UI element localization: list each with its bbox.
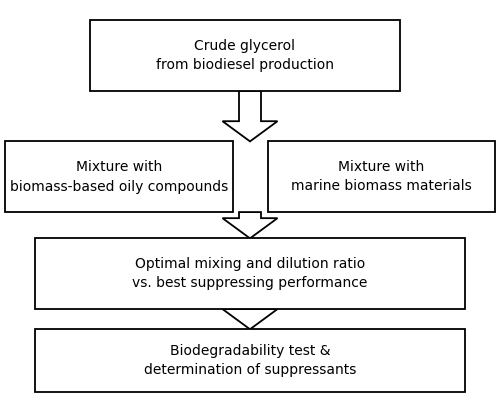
Text: Mixture with
biomass-based oily compounds: Mixture with biomass-based oily compound… [10, 160, 228, 194]
Text: Mixture with
marine biomass materials: Mixture with marine biomass materials [291, 160, 472, 194]
Polygon shape [222, 91, 278, 141]
Text: Crude glycerol
from biodiesel production: Crude glycerol from biodiesel production [156, 39, 334, 72]
FancyBboxPatch shape [5, 141, 232, 212]
Text: Optimal mixing and dilution ratio
vs. best suppressing performance: Optimal mixing and dilution ratio vs. be… [132, 257, 368, 290]
FancyBboxPatch shape [90, 20, 400, 91]
FancyBboxPatch shape [35, 329, 465, 392]
Polygon shape [222, 212, 278, 238]
Polygon shape [222, 309, 278, 329]
FancyBboxPatch shape [35, 238, 465, 309]
Text: Biodegradability test &
determination of suppressants: Biodegradability test & determination of… [144, 344, 356, 377]
FancyBboxPatch shape [268, 141, 495, 212]
